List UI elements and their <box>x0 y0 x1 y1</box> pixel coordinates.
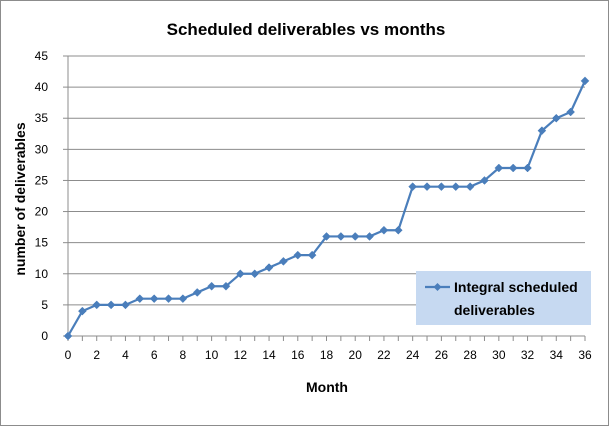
data-point-month-10 <box>207 281 216 291</box>
y-tick-label-5: 5 <box>41 298 48 312</box>
x-tick-label-10: 10 <box>205 348 219 362</box>
x-tick-label-30: 30 <box>492 348 506 362</box>
data-point-month-20 <box>350 232 360 241</box>
legend: Integral scheduled deliverables <box>416 271 591 325</box>
data-point-month-36 <box>580 76 590 86</box>
x-tick-label-4: 4 <box>122 348 129 362</box>
data-point-month-29 <box>480 176 489 185</box>
x-tick-label-18: 18 <box>320 348 334 362</box>
y-tick-label-25: 25 <box>35 173 49 187</box>
legend-box <box>416 271 591 325</box>
legend-label-line-2: deliverables <box>454 302 535 318</box>
x-tick-label-16: 16 <box>291 348 305 362</box>
data-point-month-17 <box>307 250 317 260</box>
gridlines <box>68 55 585 306</box>
data-point-month-9 <box>192 288 202 297</box>
y-tick-label-20: 20 <box>35 205 49 219</box>
data-point-month-25 <box>422 182 432 192</box>
chart-title: Scheduled deliverables vs months <box>167 20 446 39</box>
y-tick-labels: 0 5 10 15 20 25 30 35 40 45 <box>35 49 49 343</box>
y-tick-label-35: 35 <box>35 111 49 125</box>
data-point-month-16 <box>293 250 303 260</box>
y-tick-label-15: 15 <box>35 236 49 250</box>
data-point-month-28 <box>465 182 475 192</box>
y-tick-label-45: 45 <box>35 49 49 63</box>
data-point-month-15 <box>279 256 288 266</box>
data-point-month-21 <box>365 232 374 241</box>
data-point-month-23 <box>393 225 403 235</box>
data-point-month-32 <box>523 163 532 173</box>
data-point-month-4 <box>121 300 130 310</box>
data-point-month-22 <box>379 225 389 235</box>
data-point-month-24 <box>408 182 418 192</box>
data-point-month-0 <box>63 331 73 341</box>
data-point-month-5 <box>135 294 145 304</box>
data-point-month-27 <box>451 182 461 192</box>
data-point-month-2 <box>92 300 102 310</box>
y-tick-label-40: 40 <box>35 80 49 94</box>
data-point-month-3 <box>106 300 116 310</box>
data-point-month-12 <box>235 269 245 279</box>
data-point-month-18 <box>322 232 331 241</box>
x-axis-title: Month <box>306 379 348 395</box>
data-point-month-7 <box>164 294 173 304</box>
x-tick-label-12: 12 <box>234 348 248 362</box>
legend-marker <box>433 283 442 291</box>
x-tick-label-26: 26 <box>435 348 449 362</box>
data-point-month-14 <box>264 263 274 272</box>
x-tick-label-2: 2 <box>93 348 100 362</box>
x-tick-label-6: 6 <box>151 348 158 362</box>
data-point-month-11 <box>221 281 231 291</box>
data-point-month-30 <box>494 163 504 173</box>
data-point-month-26 <box>437 182 446 192</box>
data-point-month-1 <box>78 306 87 316</box>
x-tick-labels: 0 2 4 6 8 10 12 14 16 18 20 22 24 26 28 30 32 34 36 <box>65 348 592 362</box>
data-point-month-31 <box>508 163 518 173</box>
data-point-month-34 <box>551 113 561 123</box>
y-tick-label-30: 30 <box>35 142 49 156</box>
y-tick-label-10: 10 <box>35 267 49 281</box>
data-point-month-33 <box>537 126 547 136</box>
data-point-month-13 <box>250 269 260 279</box>
legend-label-line-1: Integral scheduled <box>454 279 578 295</box>
x-tick-label-8: 8 <box>180 348 187 362</box>
x-tick-label-28: 28 <box>463 348 477 362</box>
y-axis-title: number of deliverables <box>12 122 28 275</box>
data-point-month-6 <box>149 294 159 304</box>
x-tick-label-22: 22 <box>377 348 391 362</box>
axes <box>63 55 586 341</box>
x-tick-label-32: 32 <box>521 348 535 362</box>
x-tick-label-14: 14 <box>262 348 276 362</box>
x-tick-label-20: 20 <box>349 348 363 362</box>
data-point-month-35 <box>566 107 575 117</box>
data-point-month-19 <box>336 232 346 241</box>
x-tick-label-34: 34 <box>550 348 564 362</box>
x-tick-label-24: 24 <box>406 348 420 362</box>
y-tick-label-0: 0 <box>41 329 48 343</box>
x-tick-label-0: 0 <box>65 348 72 362</box>
series-group <box>63 76 590 341</box>
data-point-month-8 <box>178 294 188 304</box>
x-tick-label-36: 36 <box>578 348 592 362</box>
